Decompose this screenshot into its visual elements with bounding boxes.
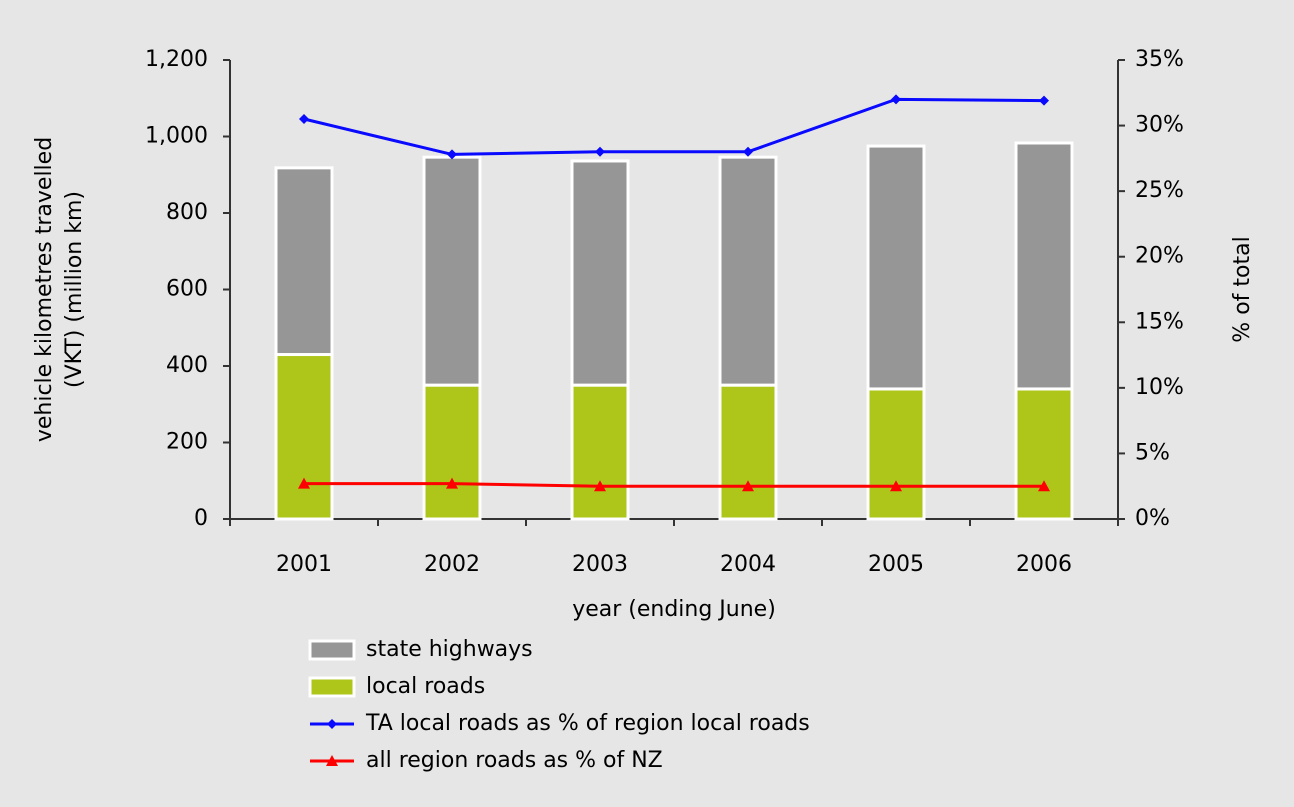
y2-axis-title: % of total [1230, 236, 1255, 342]
y2-tick-label: 10% [1135, 375, 1184, 400]
bar [570, 159, 630, 387]
bar [422, 155, 482, 387]
line-marker [1038, 480, 1050, 492]
y-axis-title: vehicle kilometres travelled [32, 137, 57, 442]
x-tick-label: 2003 [572, 552, 628, 577]
line-marker [595, 146, 605, 157]
bar [274, 166, 334, 357]
y2-tick-label: 30% [1135, 113, 1184, 138]
line-marker [327, 719, 337, 729]
line-marker [447, 149, 457, 160]
bar [718, 383, 778, 521]
legend-swatch [308, 676, 356, 698]
legend-label: TA local roads as % of region local road… [365, 711, 810, 736]
y-tick-label: 800 [166, 200, 208, 225]
y2-tick-label: 20% [1135, 244, 1184, 269]
line-marker [743, 146, 753, 157]
y-tick-label: 400 [166, 353, 208, 378]
bar [1014, 141, 1074, 391]
x-axis-title: year (ending June) [572, 597, 776, 622]
bar [718, 155, 778, 387]
line [304, 482, 1044, 488]
y-tick-label: 600 [166, 277, 208, 302]
line-marker [299, 114, 309, 125]
line-marker [891, 94, 901, 105]
line-marker [326, 755, 338, 766]
y-tick-label: 0 [194, 506, 208, 531]
bar [274, 353, 334, 521]
y2-tick-label: 25% [1135, 178, 1184, 203]
legend-label: state highways [366, 637, 533, 662]
y2-tick-label: 5% [1135, 440, 1170, 465]
legend-label: local roads [366, 674, 485, 699]
line-marker [446, 477, 458, 489]
legend-swatch [308, 639, 356, 661]
bar [866, 144, 926, 391]
line-marker [890, 480, 902, 492]
y-axis-title: (VKT) (million km) [62, 191, 87, 388]
y-tick-label: 1,000 [145, 124, 208, 149]
bar [570, 383, 630, 521]
line-marker [594, 480, 606, 492]
line [303, 97, 1045, 156]
bar [422, 383, 482, 521]
x-tick-label: 2005 [868, 552, 924, 577]
y2-tick-label: 15% [1135, 309, 1184, 334]
bar [866, 387, 926, 521]
line-marker [298, 477, 310, 489]
y2-tick-label: 0% [1135, 506, 1170, 531]
y-tick-label: 200 [166, 430, 208, 455]
y2-tick-label: 35% [1135, 47, 1184, 72]
x-tick-label: 2001 [276, 552, 332, 577]
x-tick-label: 2006 [1016, 552, 1072, 577]
x-tick-label: 2002 [424, 552, 480, 577]
y-tick-label: 1,200 [145, 47, 208, 72]
bar [1014, 387, 1074, 521]
x-tick-label: 2004 [720, 552, 776, 577]
legend-label: all region roads as % of NZ [366, 748, 663, 773]
line-marker [1039, 95, 1049, 106]
line-marker [742, 480, 754, 492]
